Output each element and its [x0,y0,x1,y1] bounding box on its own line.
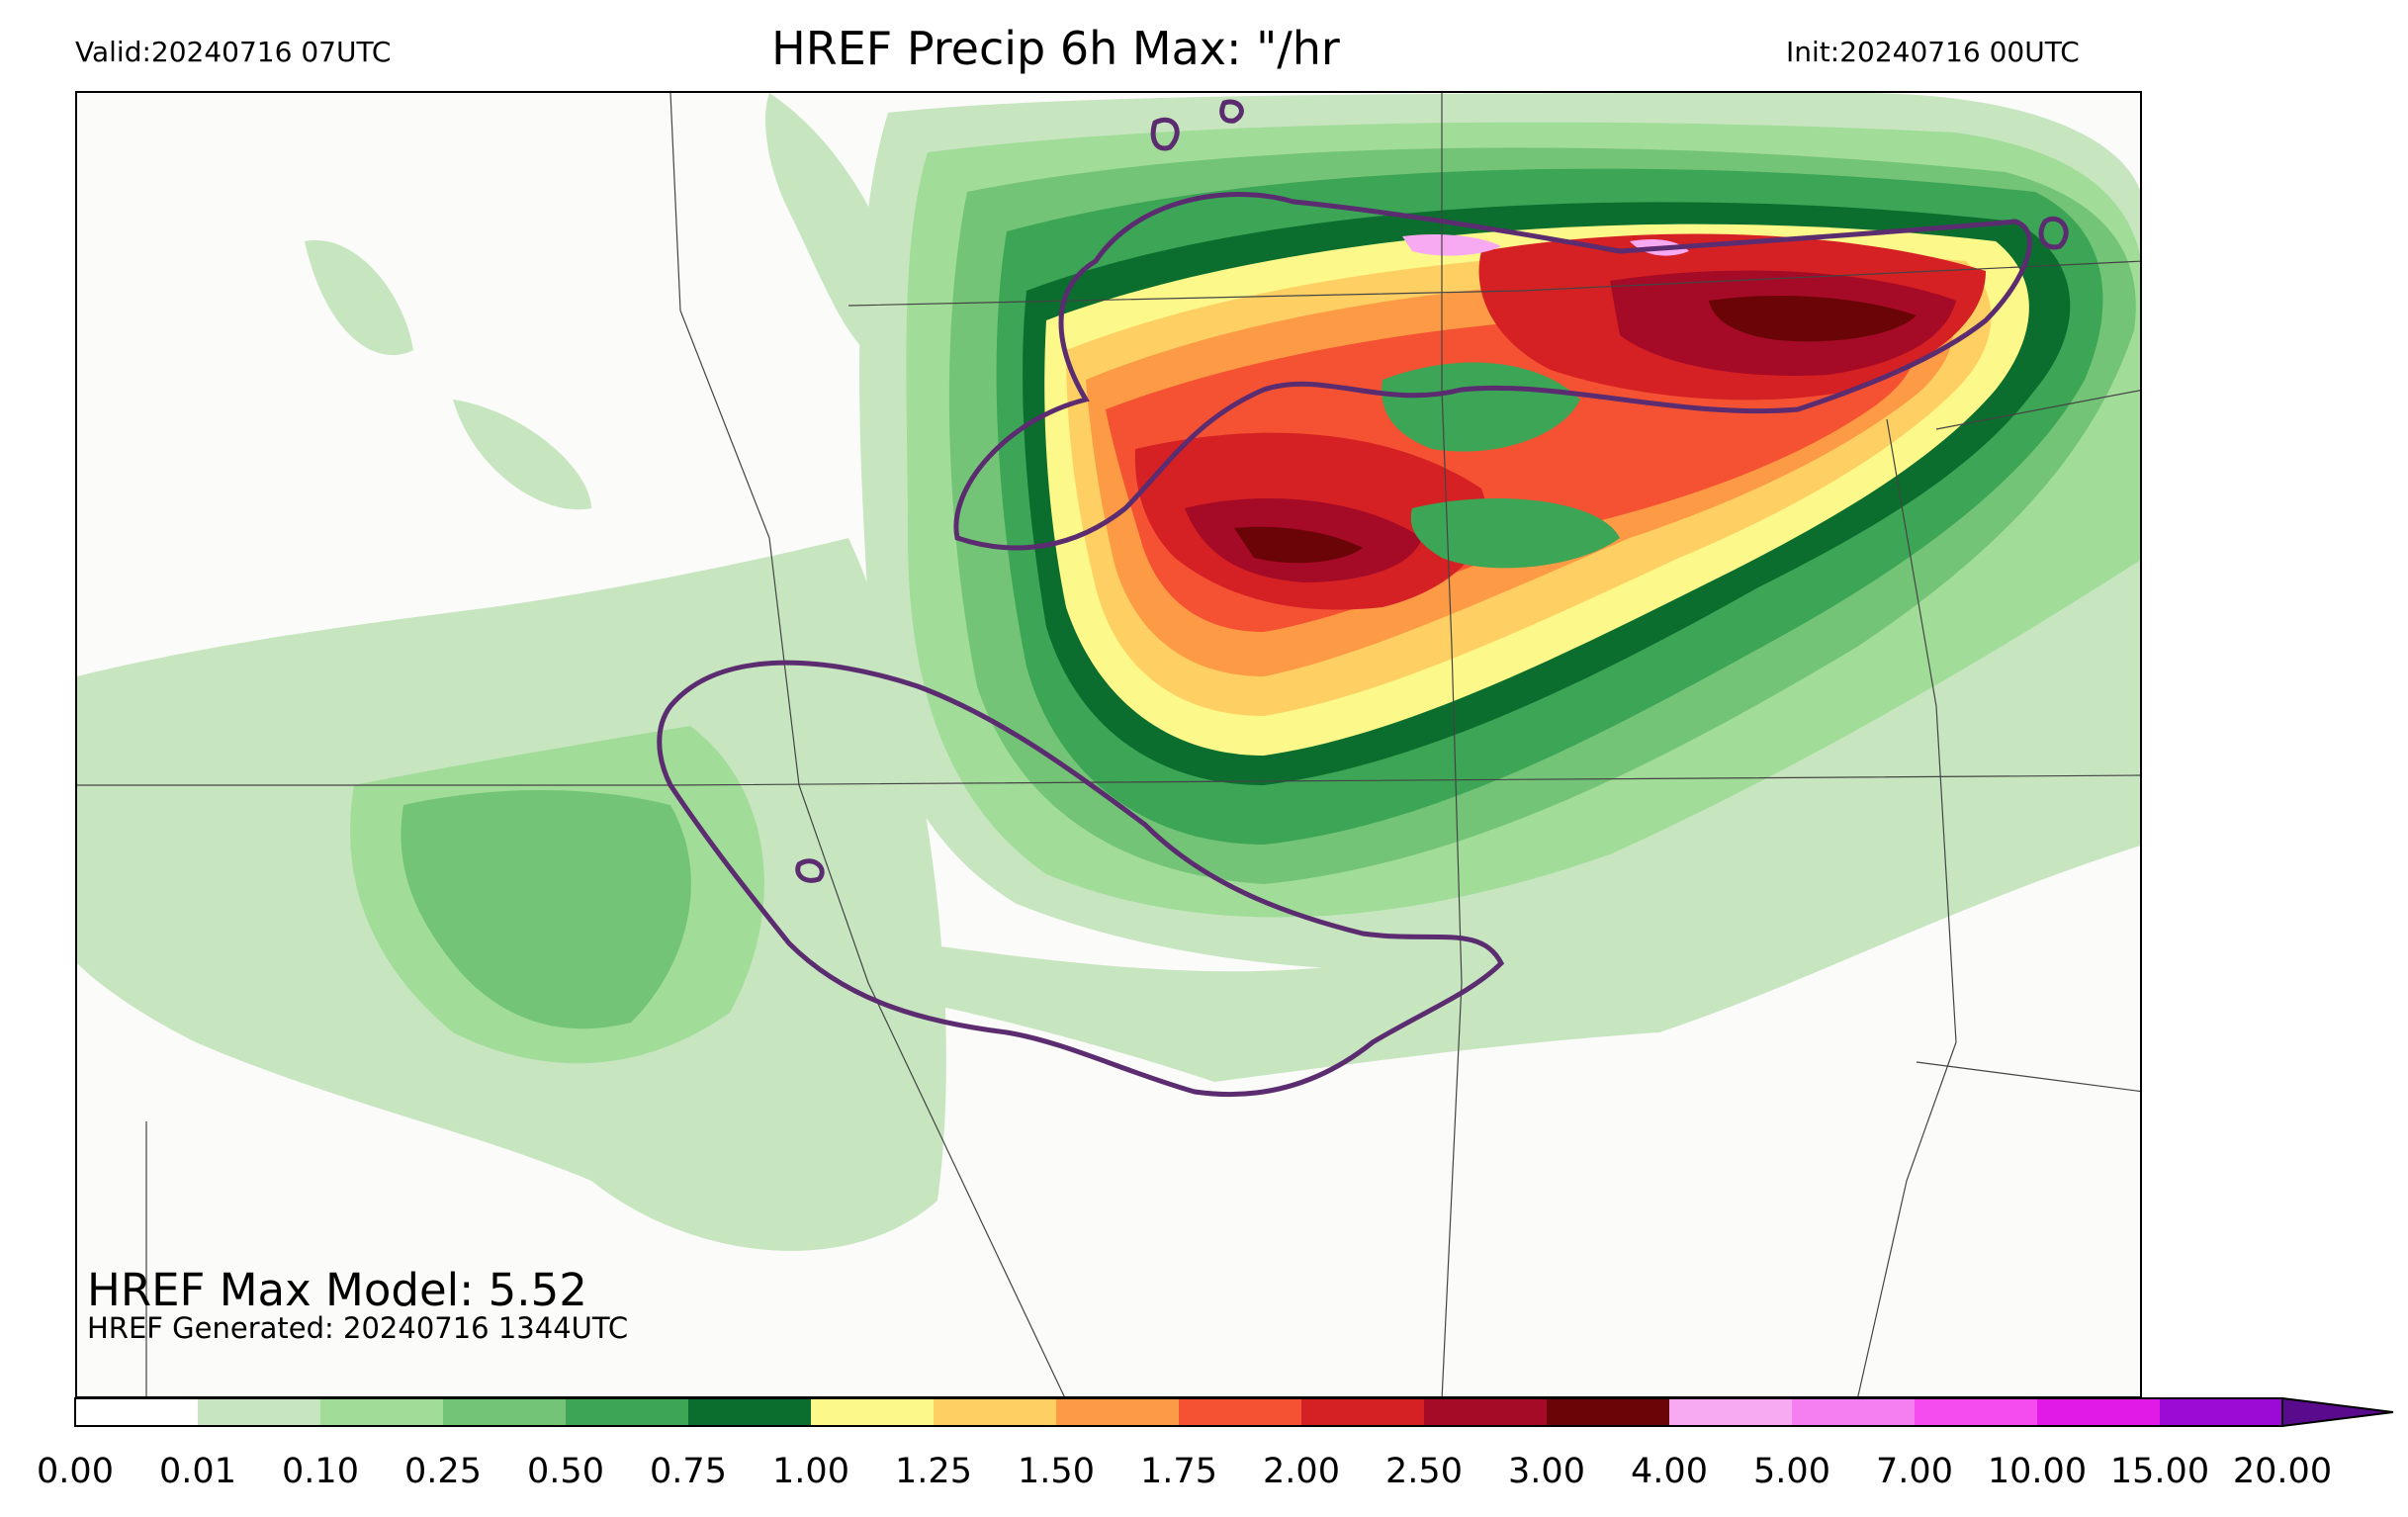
chart-title: HREF Precip 6h Max: "/hr [0,22,2408,75]
init-time-label: Init:20240716 00UTC [1786,36,2080,68]
colorbar-tick-label: 0.00 [37,1452,114,1491]
colorbar-box [320,1398,444,1426]
state-border-line [1916,1061,2140,1093]
colorbar-tick-label: 1.00 [772,1452,849,1491]
colorbar-tick-label: 10.00 [1987,1452,2088,1491]
colorbar-box [198,1398,321,1426]
colorbar-tick-label: 0.25 [404,1452,482,1491]
colorbar-box [1792,1398,1916,1426]
precip-area-300 [1185,270,1956,582]
colorbar-box [443,1398,567,1426]
colorbar-tick-label: 1.25 [895,1452,972,1491]
colorbar-box [934,1398,1057,1426]
colorbar-box [1547,1398,1670,1426]
state-border-line [1935,390,2140,430]
colorbar-tick-label: 20.00 [2232,1452,2333,1491]
state-border-line [847,260,2140,307]
contour-outline-south [657,660,1505,1097]
colorbar-tick-label: 15.00 [2109,1452,2210,1491]
colorbar-box [1424,1398,1548,1426]
colorbar-tick-label: 1.50 [1018,1452,1095,1491]
colorbar-box [688,1398,812,1426]
colorbar-box [1056,1398,1180,1426]
colorbar-tick-label: 3.00 [1508,1452,1585,1491]
precip-area-500 [1402,234,1689,256]
precip-area-400 [1234,296,1917,564]
colorbar-box [566,1398,689,1426]
state-border-line [1857,418,1957,1396]
colorbar-box [1179,1398,1302,1426]
precip-area-gap [1382,362,1620,569]
precip-area-010-south [769,648,2140,1082]
colorbar-box [1301,1398,1425,1426]
valid-time-label: Valid:20240716 07UTC [75,36,392,68]
colorbar-box [75,1398,199,1426]
probability-contours [657,99,2069,1097]
precip-map-canvas [77,93,2140,1396]
colorbar-tick-label: 2.00 [1263,1452,1340,1491]
contour-outline-small [795,99,2069,883]
colorbar-tick-label: 0.10 [282,1452,359,1491]
colorbar-extend-arrow [2281,1396,2394,1428]
precip-area-050-west [401,790,691,1029]
precip-field-intense [1044,223,2029,756]
max-model-annotation: HREF Max Model: 5.52 [87,1264,587,1316]
colorbar-tick-label: 0.01 [159,1452,236,1491]
colorbar-boxes [75,1398,2283,1426]
colorbar-box [2037,1398,2161,1426]
colorbar-tick-label: 5.00 [1753,1452,1830,1491]
precip-area-010-northwest [305,93,918,510]
chart-title-text: HREF Precip 6h Max: "/hr [771,22,1340,75]
colorbar-tick-label: 7.00 [1876,1452,1953,1491]
colorbar-box [1669,1398,1793,1426]
generated-time-annotation: HREF Generated: 20240716 1344UTC [87,1311,629,1345]
colorbar-box [2160,1398,2283,1426]
colorbar-tick-label: 4.00 [1631,1452,1708,1491]
colorbar-tick-label: 1.75 [1140,1452,1217,1491]
colorbar-frame [74,1397,2283,1427]
state-border-line [1441,93,1463,1396]
contour-outline-north [953,192,2032,551]
colorbar-tick-label: 2.50 [1385,1452,1463,1491]
precip-map [75,91,2142,1398]
colorbar-box [811,1398,935,1426]
colorbar-box [1915,1398,2038,1426]
colorbar-tick-label: 0.75 [650,1452,727,1491]
colorbar-tick-label: 0.50 [527,1452,604,1491]
